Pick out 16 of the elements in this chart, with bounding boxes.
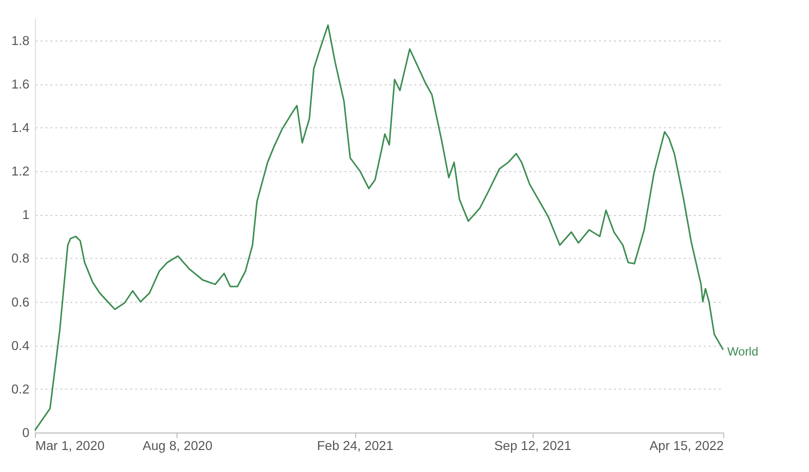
x-tick-label: Sep 12, 2021 [494,438,572,453]
x-tick-label: Mar 1, 2020 [35,438,105,453]
y-tick-label: 1.4 [11,120,30,135]
series-label: World [727,344,758,359]
x-tick-label: Feb 24, 2021 [316,438,394,453]
x-tick-label: Aug 8, 2020 [142,438,212,453]
y-tick-label: 0.2 [11,381,30,396]
y-tick-label: 0 [22,424,30,440]
y-tick-label: 1.6 [11,76,30,92]
x-tick-label: Apr 15, 2022 [650,438,724,453]
y-tick-label: 0.6 [11,294,30,310]
y-tick-label: 1 [22,207,30,222]
y-tick-label: 0.8 [11,250,30,266]
y-tick-label: 1.2 [11,164,30,179]
y-tick-label: 1.8 [11,32,30,48]
y-tick-label: 0.4 [11,338,30,353]
